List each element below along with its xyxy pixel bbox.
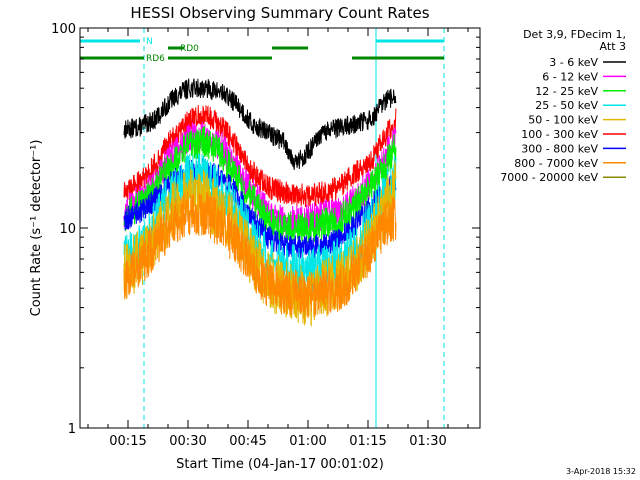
x-tick-label-5: 01:30	[409, 434, 446, 449]
legend-header-1: Att 3	[600, 40, 626, 53]
y-tick-label-1: 10	[59, 222, 76, 237]
series-line-0	[123, 78, 397, 170]
x-axis-label: Start Time (04-Jan-17 00:01:02)	[176, 457, 384, 472]
state-bar-label: N	[146, 37, 153, 47]
legend-label-3: 25 - 50 keV	[535, 99, 598, 112]
legend-label-1: 6 - 12 keV	[542, 70, 598, 83]
legend-label-5: 100 - 300 keV	[521, 128, 598, 141]
chart-title: HESSI Observing Summary Count Rates	[130, 4, 429, 22]
legend-label-8: 7000 - 20000 keV	[500, 171, 598, 184]
y-tick-label-2: 100	[51, 22, 76, 37]
state-bar-label: RD6	[146, 54, 165, 64]
legend-header-0: Det 3,9, FDecim 1,	[523, 28, 626, 41]
axes: 00:15 00:30 00:45 01:00 01:15 01:30 1 10 100	[51, 22, 480, 449]
series-line-7	[123, 191, 397, 319]
y-tick-label-0: 1	[68, 422, 76, 437]
legend-label-0: 3 - 6 keV	[549, 56, 598, 69]
x-tick-label-1: 00:30	[169, 434, 206, 449]
x-tick-label-0: 00:15	[109, 434, 146, 449]
x-tick-label-2: 00:45	[229, 434, 266, 449]
x-tick-label-4: 01:15	[349, 434, 386, 449]
legend-label-4: 50 - 100 keV	[528, 114, 598, 127]
y-axis-label: Count Rate (s⁻¹ detector⁻¹)	[29, 140, 44, 317]
series-layer	[123, 78, 397, 328]
legend-label-2: 12 - 25 keV	[535, 85, 598, 98]
state-bar-label: RD0	[180, 44, 199, 54]
state-bars: N RD0 RD6	[80, 37, 444, 64]
legend-label-6: 300 - 800 keV	[521, 142, 598, 155]
x-tick-label-3: 01:00	[289, 434, 326, 449]
footer-timestamp: 3-Apr-2018 15:32	[566, 467, 636, 476]
series-line-3	[123, 126, 397, 244]
legend-label-7: 800 - 7000 keV	[514, 157, 598, 170]
